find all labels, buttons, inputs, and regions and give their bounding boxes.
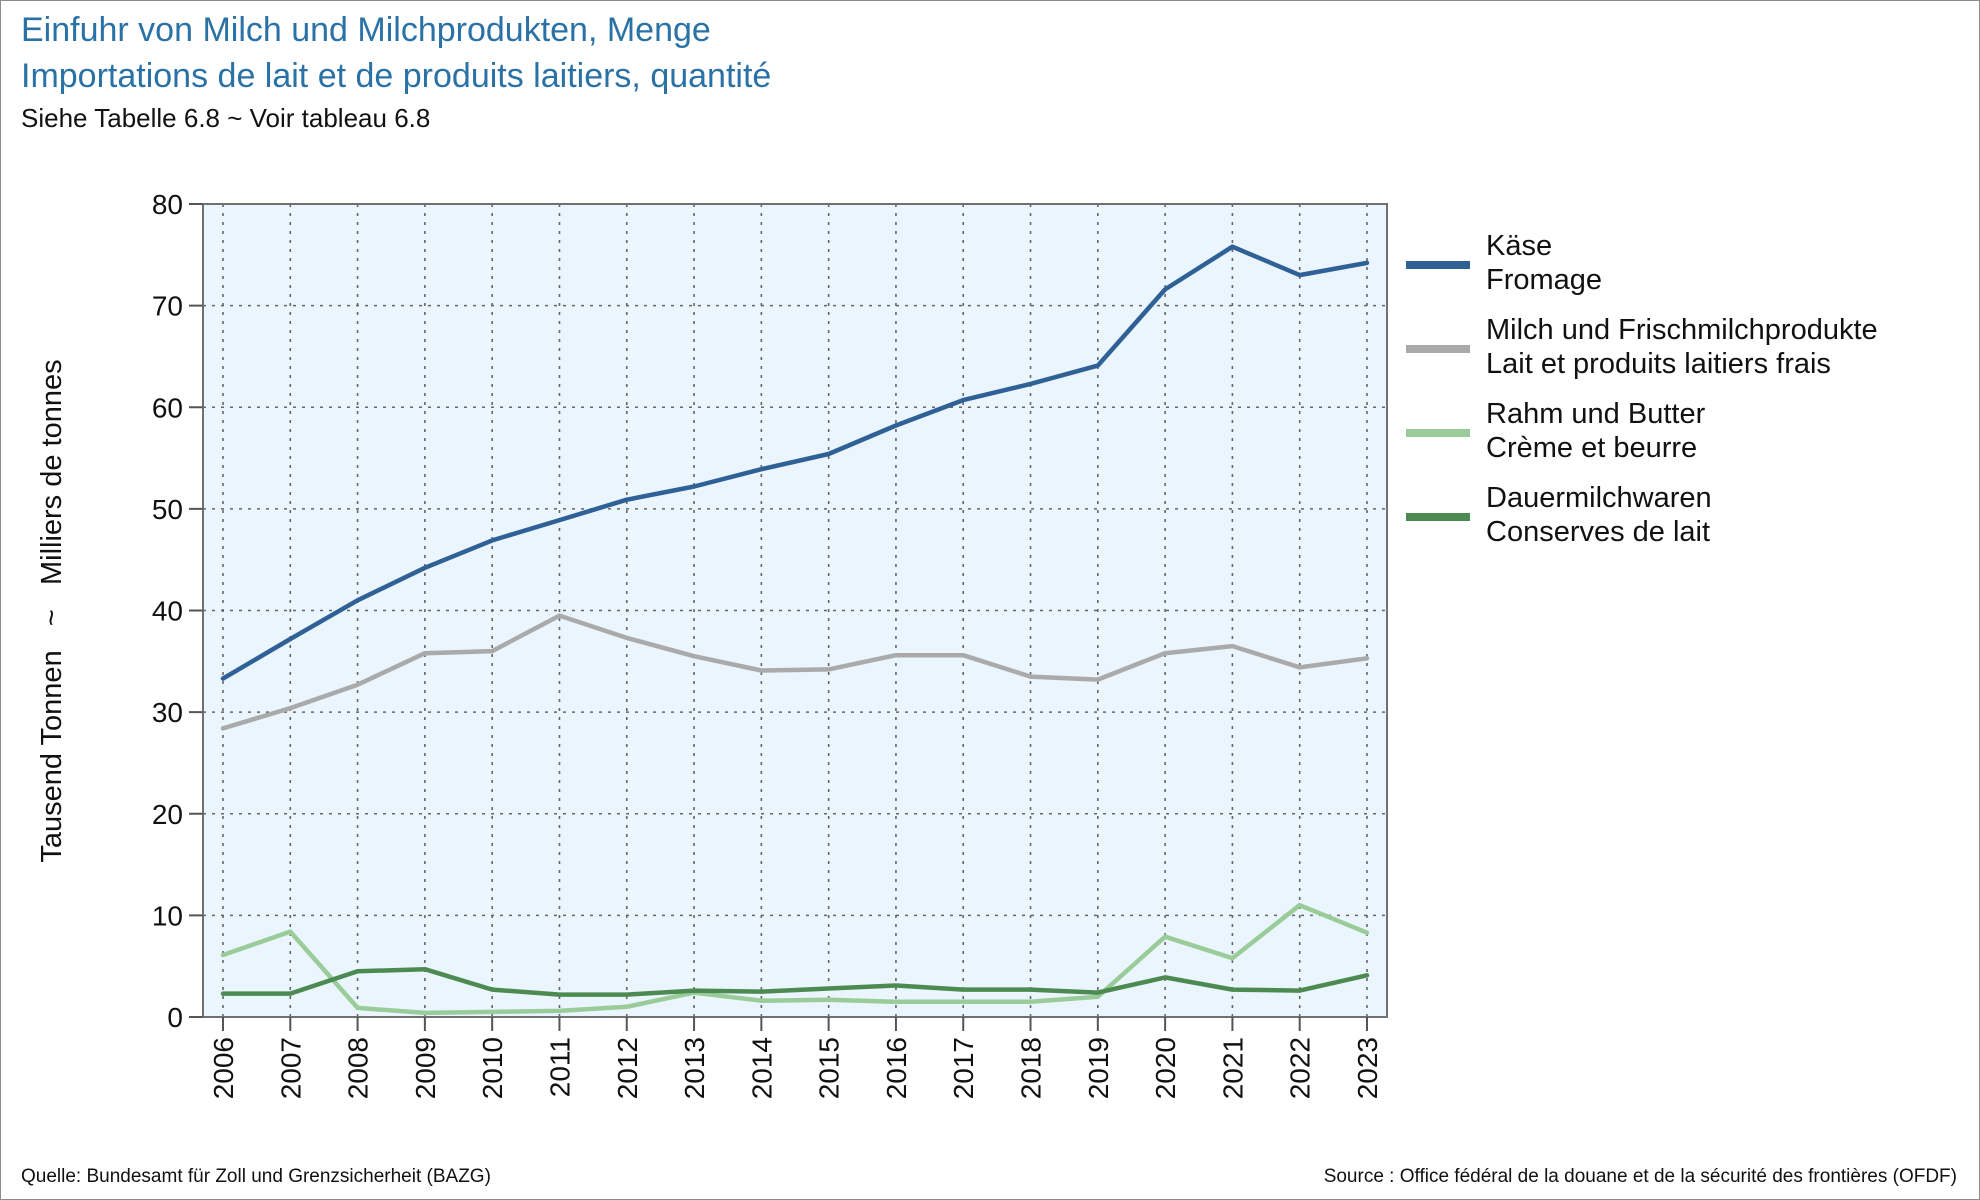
x-tick-label: 2006	[208, 1037, 239, 1099]
x-tick-label: 2022	[1285, 1037, 1316, 1099]
x-tick-label: 2008	[343, 1037, 374, 1099]
y-axis-label: Tausend Tonnen ~ Milliers de tonnes	[36, 359, 68, 862]
y-tick-label: 10	[152, 900, 183, 931]
y-tick-label: 20	[152, 799, 183, 830]
source-french: Source : Office fédéral de la douane et …	[1323, 1166, 1957, 1187]
grid-lines	[203, 204, 1387, 1017]
series-line-1	[220, 244, 1370, 681]
series-line-3	[220, 902, 1370, 1016]
x-axis: 2006 2007 2008 2009 2010 2011 2012 2013 2014 2015…	[208, 1017, 1383, 1099]
x-tick-label: 2009	[410, 1037, 441, 1099]
x-tick-label: 2011	[544, 1037, 575, 1097]
source-german: Quelle: Bundesamt für Zoll und Grenzsich…	[21, 1166, 491, 1187]
x-tick-label: 2021	[1217, 1037, 1248, 1099]
legend-label-french: Lait et produits laitiers frais	[1486, 348, 1831, 380]
x-tick-label: 2023	[1352, 1037, 1383, 1099]
x-tick-label: 2015	[814, 1037, 845, 1099]
x-tick-label: 2020	[1150, 1037, 1181, 1099]
y-tick-label: 0	[167, 1002, 183, 1033]
y-tick-label: 70	[152, 291, 183, 322]
x-tick-label: 2017	[948, 1037, 979, 1099]
y-tick-label: 80	[152, 189, 183, 220]
legend-label-french: Fromage	[1486, 264, 1602, 296]
chart-title: Einfuhr von Milch und Milchprodukten, Me…	[21, 11, 711, 49]
x-tick-label: 2018	[1016, 1037, 1047, 1099]
y-tick-label: 50	[152, 494, 183, 525]
legend-label: Milch und Frischmilchprodukte	[1486, 314, 1878, 346]
y-tick-label: 60	[152, 392, 183, 423]
x-tick-label: 2013	[679, 1037, 710, 1099]
chart-title-french: Importations de lait et de produits lait…	[21, 57, 772, 95]
series-line-4	[220, 966, 1370, 997]
x-tick-label: 2010	[477, 1037, 508, 1099]
plot-area	[203, 204, 1387, 1017]
y-tick-label: 30	[152, 697, 183, 728]
x-tick-label: 2019	[1083, 1037, 1114, 1099]
x-tick-label: 2012	[612, 1037, 643, 1099]
y-tick-label: 40	[152, 596, 183, 627]
chart-subtitle: Siehe Tabelle 6.8 ~ Voir tableau 6.8	[21, 103, 431, 133]
series-lines	[220, 244, 1370, 1016]
legend-label: Dauermilchwaren	[1486, 482, 1712, 514]
y-axis: 0 10 20 30 40 50 60 70 80	[152, 189, 203, 1033]
x-tick-label: 2016	[881, 1037, 912, 1099]
legend-label-french: Crème et beurre	[1486, 432, 1697, 464]
x-tick-label: 2007	[275, 1037, 306, 1099]
legend-label-french: Conserves de lait	[1486, 516, 1710, 548]
legend-label: Rahm und Butter	[1486, 398, 1706, 430]
series-line-2	[220, 613, 1370, 731]
legend-label: Käse	[1486, 230, 1552, 262]
x-tick-label: 2014	[746, 1037, 777, 1099]
